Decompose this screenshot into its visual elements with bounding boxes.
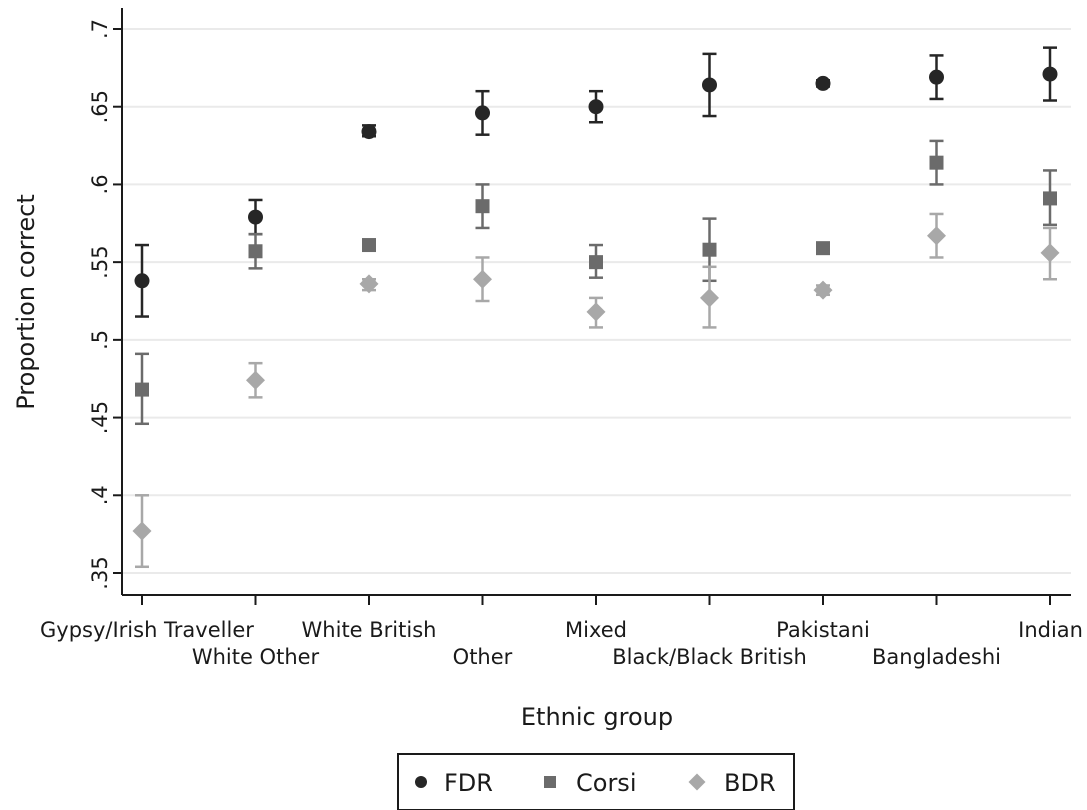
y-tick-label: .7 [88, 19, 112, 39]
tick-labels: .35 .4 .45 .5 .55 .6 .65 .7 Gypsy/Irish Travelle… [40, 19, 1083, 669]
bdr-point [586, 302, 606, 322]
y-tick-label: .6 [88, 174, 112, 194]
legend-fdr-label: FDR [444, 769, 493, 797]
y-tick-label: .35 [88, 556, 112, 589]
y-tick-label: .45 [88, 401, 112, 434]
x-tick-label: Other [453, 645, 513, 669]
fdr-point [702, 77, 717, 93]
legend-bdr-label: BDR [724, 769, 776, 797]
bdr-point [1040, 243, 1060, 263]
bdr-point [813, 280, 833, 300]
corsi-point [929, 155, 944, 170]
x-tick-label: Bangladeshi [872, 645, 1001, 669]
bdr-point [359, 274, 379, 294]
bdr-point [700, 288, 719, 308]
chart-marks [132, 46, 1060, 569]
x-tick-label: Indian [1018, 618, 1083, 642]
y-tick-label: .55 [88, 245, 112, 278]
legend-corsi-label: Corsi [576, 769, 636, 797]
axes [113, 8, 1071, 605]
legend: FDR Corsi BDR [397, 753, 795, 810]
fdr-point [248, 209, 263, 225]
bdr-point [927, 226, 946, 246]
y-tick-label: .65 [88, 90, 112, 123]
corsi-point [1043, 191, 1057, 206]
x-tick-label: Mixed [565, 618, 627, 642]
corsi-point [475, 199, 490, 214]
fdr-point [588, 99, 604, 115]
legend-fdr-marker [415, 776, 427, 788]
y-axis-title: Proportion correct [12, 194, 40, 410]
corsi-point [589, 255, 603, 270]
corsi-point [816, 241, 830, 256]
corsi-point [702, 242, 717, 257]
corsi-point [248, 244, 263, 259]
x-tick-label: Black/Black British [612, 645, 807, 669]
x-tick-label: Gypsy/Irish Traveller [40, 618, 254, 642]
y-tick-label: .5 [88, 330, 112, 350]
corsi-point [135, 382, 149, 397]
fdr-point [134, 273, 150, 289]
corsi-point [362, 238, 376, 253]
x-tick-label: White Other [192, 645, 320, 669]
bdr-point [246, 370, 265, 390]
bdr-point [473, 269, 492, 289]
legend-corsi-marker [544, 776, 556, 788]
fdr-point [815, 75, 831, 91]
legend-bdr-marker [688, 773, 706, 791]
fdr-point [361, 124, 377, 140]
x-tick-label: White British [302, 618, 437, 642]
bdr-point [132, 521, 152, 541]
fdr-point [929, 69, 944, 85]
x-axis-title: Ethnic group [521, 703, 673, 731]
y-tick-label: .4 [88, 485, 112, 505]
legend-box [397, 753, 795, 810]
x-tick-label: Pakistani [776, 618, 870, 642]
fdr-point [475, 105, 490, 121]
fdr-point [1042, 66, 1058, 82]
